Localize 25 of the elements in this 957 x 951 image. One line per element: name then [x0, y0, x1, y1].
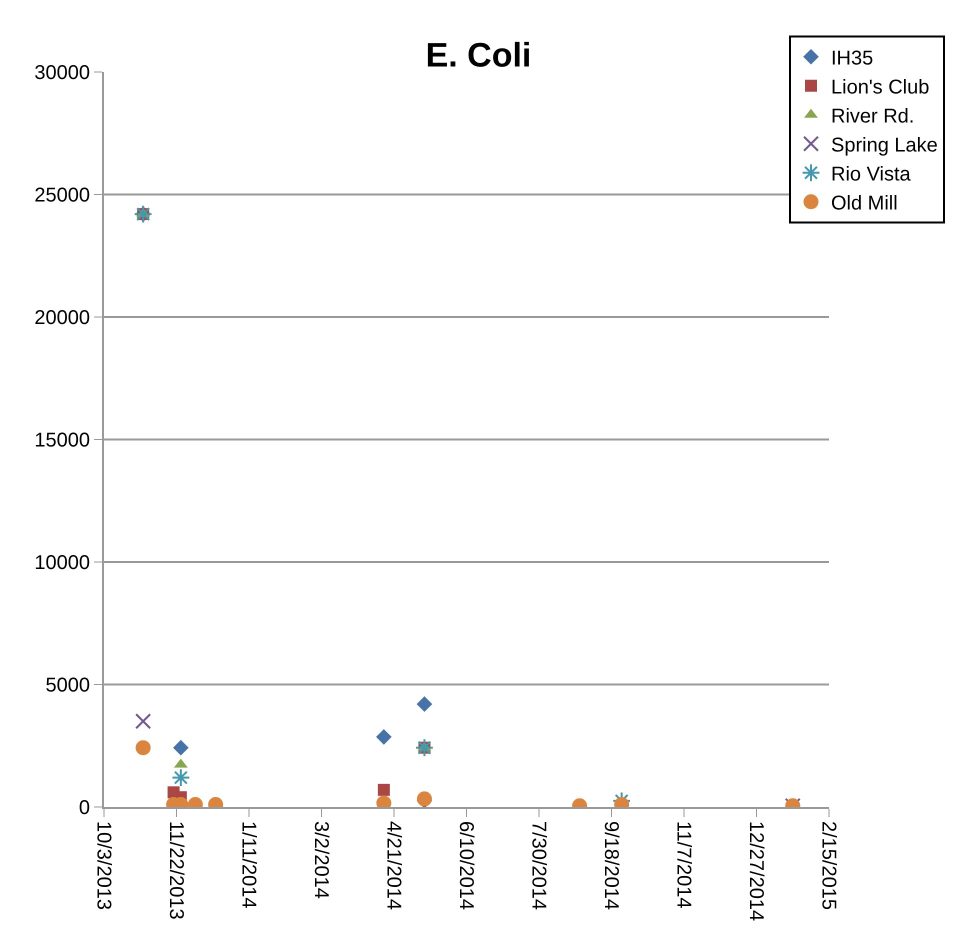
x-tick-label: 2/15/2015	[818, 821, 840, 910]
y-tick-label: 30000	[34, 62, 90, 84]
x-tick-label: 4/21/2014	[382, 821, 404, 910]
y-tick-label: 5000	[46, 674, 90, 696]
x-tick-label: 3/2/2014	[310, 821, 332, 899]
x-tick-label: 6/10/2014	[455, 821, 477, 910]
x-tick-label: 11/7/2014	[672, 821, 694, 908]
y-tick-label: 15000	[34, 430, 90, 452]
legend-label: Spring Lake	[831, 134, 938, 157]
legend-label: River Rd.	[831, 106, 914, 128]
legend-label: Rio Vista	[831, 164, 912, 186]
x-tick-label: 1/11/2014	[238, 821, 260, 908]
legend-label: IH35	[831, 48, 874, 70]
x-tick-label: 10/3/2013	[92, 821, 114, 910]
legend-label: Lion's Club	[831, 76, 930, 99]
x-tick-label: 12/27/2014	[745, 821, 767, 922]
y-tick-label: 25000	[34, 184, 90, 206]
y-tick-label: 0	[78, 797, 90, 819]
y-tick-label: 10000	[34, 552, 90, 574]
x-tick-label: 7/30/2014	[528, 821, 550, 910]
y-tick-label: 20000	[34, 307, 90, 329]
x-tick-label: 9/18/2014	[600, 821, 622, 910]
x-tick-label: 11/22/2013	[165, 821, 187, 920]
chart-title: E. Coli	[426, 36, 532, 75]
legend-label: Old Mill	[831, 192, 898, 215]
